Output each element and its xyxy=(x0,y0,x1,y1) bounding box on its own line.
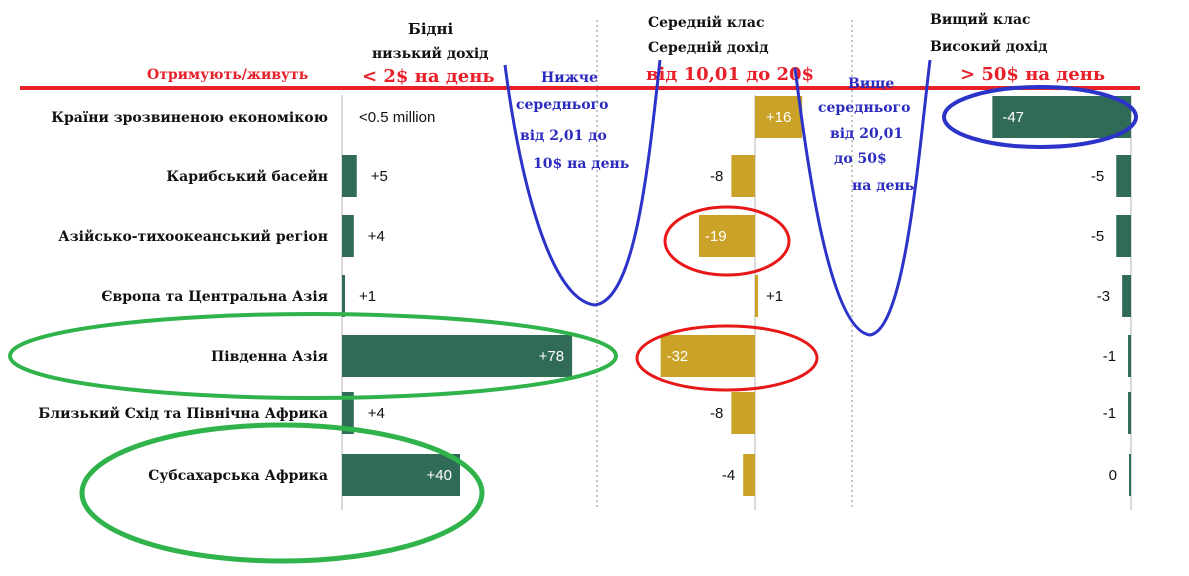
middle-bar xyxy=(660,335,755,377)
lower-middle-line-1: Нижче xyxy=(541,70,598,86)
upper-value-label: -5 xyxy=(1091,168,1104,185)
lower-middle-line-4: 10$ на день xyxy=(533,156,629,172)
poor-value-label: +78 xyxy=(539,348,564,365)
category-label: Карибський басейн xyxy=(166,168,328,185)
middle-value-label: -32 xyxy=(667,348,689,365)
poor-title: Бідні xyxy=(408,20,453,38)
middle-subtitle: Середній дохід xyxy=(648,39,769,56)
middle-bar xyxy=(743,454,755,496)
category-label: Субсахарська Африка xyxy=(148,468,328,484)
middle-value-label: +1 xyxy=(766,288,783,305)
poor-value-label: +4 xyxy=(368,228,385,245)
subsaharan-africa-green-circle xyxy=(79,422,485,564)
upper-bar xyxy=(1128,335,1131,377)
annotation-texts: Нижче середнього від 2,01 до 10$ на день… xyxy=(516,70,914,194)
middle-title: Середній клас xyxy=(648,14,764,31)
upper-middle-line-3: від 20,01 xyxy=(830,126,903,142)
bars xyxy=(342,96,1131,496)
upper-developed-blue-circle xyxy=(942,85,1138,149)
upper-middle-u-curve xyxy=(793,59,932,337)
middle-asia-pacific-red-circle xyxy=(663,205,791,277)
upper-value-label: -1 xyxy=(1103,348,1116,365)
middle-south-asia-red-circle xyxy=(635,324,819,392)
middle-value-label: -8 xyxy=(710,168,723,185)
poor-bar xyxy=(342,215,354,257)
poor-subtitle: низький дохід xyxy=(372,45,488,62)
upper-bar xyxy=(1128,392,1131,434)
poor-bar xyxy=(342,335,573,377)
lower-middle-line-3: від 2,01 до xyxy=(520,128,607,144)
upper-middle-line-1: Вище xyxy=(848,76,894,92)
category-label: Країни зрозвиненою економікою xyxy=(51,110,328,126)
upper-bar xyxy=(1116,155,1131,197)
upper-value-label: -5 xyxy=(1091,228,1104,245)
poor-value-label: +40 xyxy=(427,467,452,484)
poor-value-label: +5 xyxy=(371,168,388,185)
separators xyxy=(596,20,853,510)
poor-bar xyxy=(342,275,345,317)
upper-bar xyxy=(1122,275,1131,317)
middle-value-label: -8 xyxy=(710,405,723,422)
poor-value-label: +1 xyxy=(359,288,376,305)
category-label: Європа та Центральна Азія xyxy=(101,289,328,305)
upper-middle-line-5: на день xyxy=(852,178,914,194)
upper-bar xyxy=(992,96,1131,138)
upper-title: Вищий клас xyxy=(930,11,1031,28)
upper-middle-line-4: до 50$ xyxy=(834,151,887,167)
poor-value-label: <0.5 million xyxy=(359,109,435,126)
middle-bar xyxy=(755,275,758,317)
category-label: Азійсько-тихоокеанський регіон xyxy=(58,228,328,245)
poor-range: < 2$ на день xyxy=(362,66,495,87)
middle-bar xyxy=(731,392,755,434)
upper-bar xyxy=(1116,215,1131,257)
column-headers: Бідні низький дохід < 2$ на день Середні… xyxy=(147,11,1105,87)
middle-value-label: -4 xyxy=(722,467,735,484)
middle-bar xyxy=(731,155,755,197)
middle-bar xyxy=(698,215,755,257)
south-asia-green-circle xyxy=(8,312,618,400)
upper-value-label: -1 xyxy=(1103,405,1116,422)
upper-value-label: 0 xyxy=(1109,467,1117,484)
lower-middle-line-2: середнього xyxy=(516,97,608,113)
upper-value-label: -3 xyxy=(1097,288,1110,305)
upper-value-label: -47 xyxy=(1002,109,1024,126)
value-labels: <0.5 million +5 +4 +1 +78 +4 +40 +16 -8 -19 +1 -32 -… xyxy=(359,109,1117,484)
poor-bar xyxy=(342,155,357,197)
category-labels: Країни зрозвиненою економікою Карибський … xyxy=(38,110,328,484)
upper-bar xyxy=(1129,454,1131,496)
row-header: Отримують/живуть xyxy=(147,67,308,83)
category-label: Південна Азія xyxy=(211,349,328,365)
upper-middle-line-2: середнього xyxy=(818,100,910,116)
middle-bar xyxy=(755,96,803,138)
middle-value-label: -19 xyxy=(705,228,727,245)
middle-range: від 10,01 до 20$ xyxy=(646,64,814,85)
upper-subtitle: Високий дохід xyxy=(930,38,1048,55)
poor-value-label: +4 xyxy=(368,405,385,422)
poor-bar xyxy=(342,454,460,496)
middle-value-label: +16 xyxy=(766,109,791,126)
poor-bar xyxy=(342,392,354,434)
category-label: Близький Схід та Північна Африка xyxy=(38,405,328,422)
upper-range: > 50$ на день xyxy=(960,64,1105,85)
lower-middle-u-curve xyxy=(503,59,662,307)
